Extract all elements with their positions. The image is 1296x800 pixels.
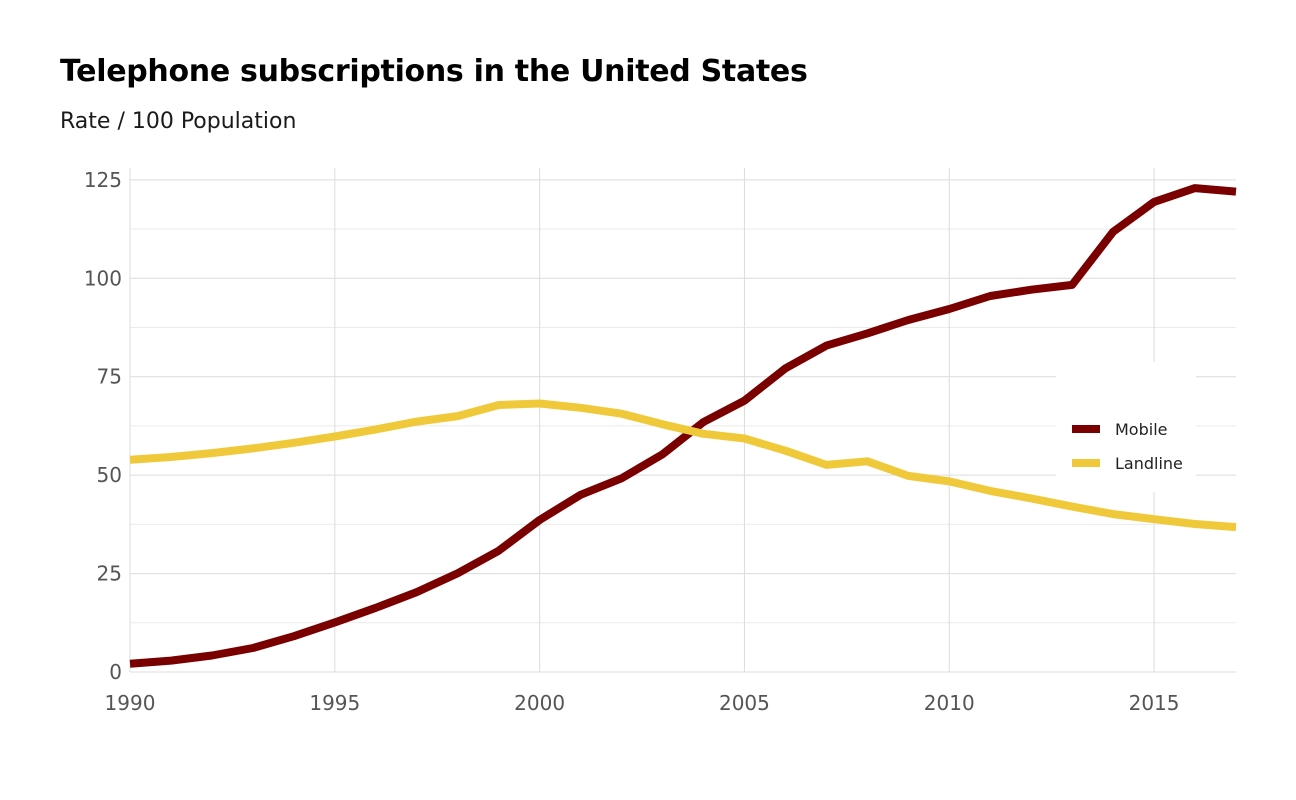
series-layer	[129, 184, 1237, 668]
x-tick-label: 1990	[105, 691, 156, 715]
y-tick-label: 25	[97, 562, 122, 586]
chart-title: Telephone subscriptions in the United St…	[60, 54, 808, 89]
legend-label-landline: Landline	[1115, 454, 1183, 473]
series-line-landline	[129, 399, 1237, 532]
x-tick-label: 2015	[1129, 691, 1180, 715]
y-tick-label: 50	[97, 463, 122, 487]
major-gridlines	[129, 168, 1236, 673]
x-tick-label: 1995	[309, 691, 360, 715]
x-tick-label: 2005	[719, 691, 770, 715]
legend: Mobile Landline	[1056, 362, 1196, 492]
x-axis: 1990 1995 2000 2005 2010 2015	[105, 691, 1180, 715]
y-tick-label: 75	[97, 365, 122, 389]
chart-subtitle: Rate / 100 Population	[60, 109, 297, 134]
y-tick-label: 125	[84, 168, 122, 192]
x-tick-label: 2010	[924, 691, 975, 715]
series-line-mobile	[129, 184, 1237, 668]
x-tick-label: 2000	[514, 691, 565, 715]
y-tick-label: 100	[84, 266, 122, 290]
y-tick-label: 0	[109, 660, 122, 684]
legend-label-mobile: Mobile	[1115, 420, 1167, 439]
y-axis: 0 25 50 75 100 125	[84, 168, 122, 684]
